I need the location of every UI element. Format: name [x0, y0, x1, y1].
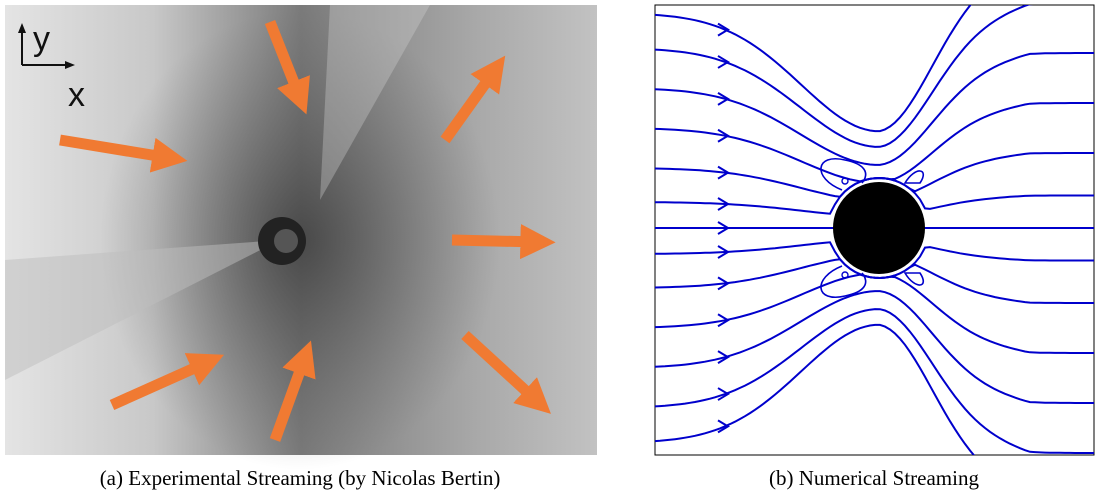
experimental-image: y x: [5, 5, 597, 470]
caption-b: (b) Numerical Streaming: [769, 466, 979, 490]
axis-label-y: y: [33, 20, 50, 58]
obstacle: [833, 182, 925, 274]
axis-label-x: x: [68, 76, 85, 114]
caption-a: (a) Experimental Streaming (by Nicolas B…: [100, 466, 501, 490]
figure: y x (a) Experimental Streaming (by Nicol…: [0, 0, 1099, 498]
